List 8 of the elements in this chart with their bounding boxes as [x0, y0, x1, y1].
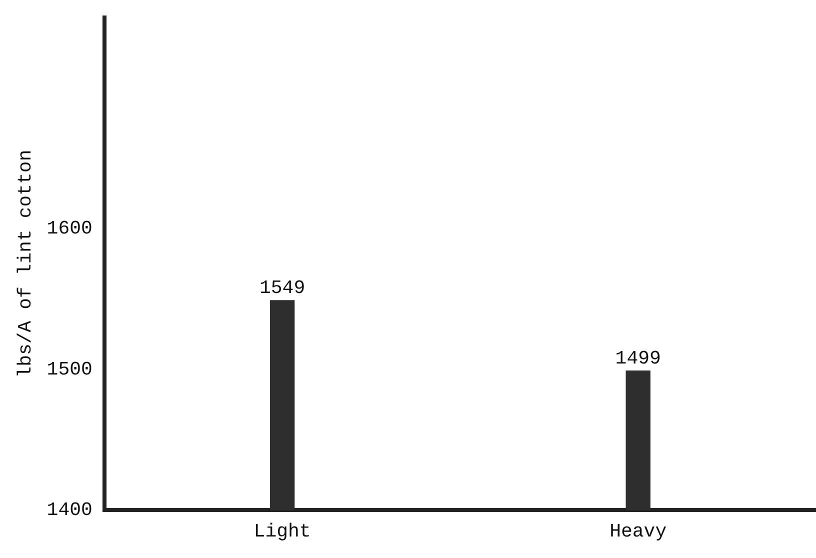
data-label: 1549 [260, 276, 306, 299]
x-tick-label: Heavy [610, 520, 667, 543]
data-label: 1499 [615, 347, 661, 370]
x-tick-label: Light [254, 520, 311, 543]
y-tick-label: 1500 [46, 358, 92, 380]
y-tick-label: 1600 [46, 218, 92, 240]
y-tick-label: 1400 [46, 499, 92, 522]
y-axis-title: lbs/A of lint cotton [14, 150, 36, 378]
